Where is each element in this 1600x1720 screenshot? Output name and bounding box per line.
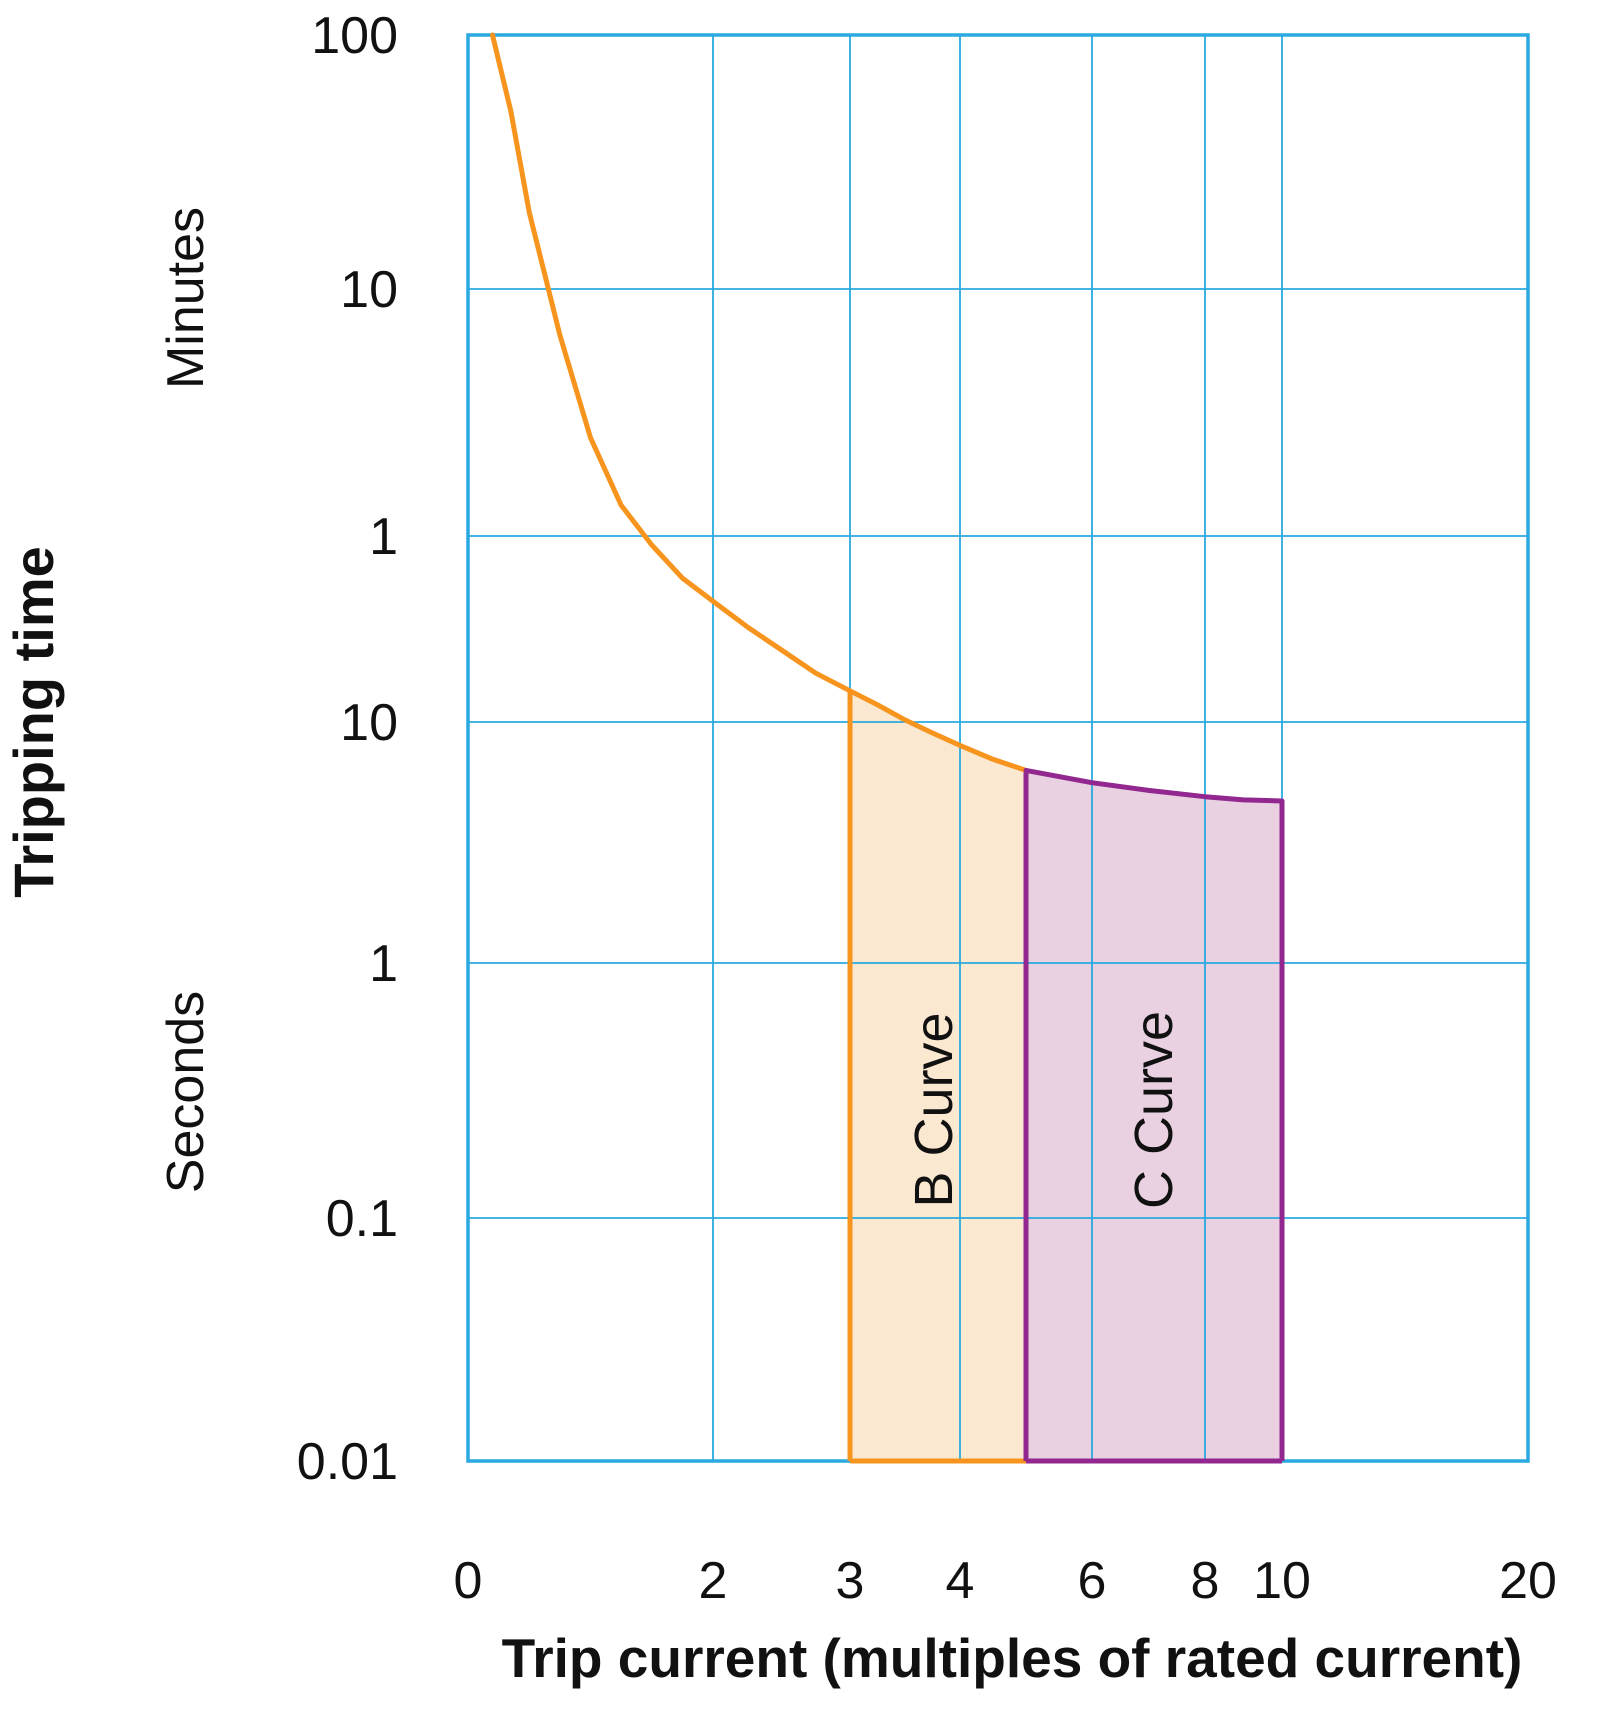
region-label-c-curve: C Curve bbox=[1124, 1011, 1184, 1209]
x-tick-label-8: 8 bbox=[1191, 1552, 1220, 1610]
x-tick-label-3: 3 bbox=[836, 1552, 865, 1610]
y-group-label-seconds: Seconds bbox=[157, 991, 215, 1193]
region-label-b-curve: B Curve bbox=[904, 1012, 964, 1207]
y-tick-label-6: 0.01 bbox=[297, 1433, 398, 1491]
series-line-0 bbox=[490, 32, 1029, 773]
y-group-label-minutes: Minutes bbox=[157, 207, 215, 389]
x-tick-label-2: 2 bbox=[699, 1552, 728, 1610]
x-tick-label-10: 10 bbox=[1253, 1552, 1311, 1610]
y-tick-label-3: 10 bbox=[340, 694, 398, 752]
y-tick-label-1: 10 bbox=[340, 261, 398, 319]
y-tick-label-4: 1 bbox=[369, 935, 398, 993]
y-tick-label-0: 100 bbox=[311, 7, 398, 65]
x-tick-label-4: 4 bbox=[946, 1552, 975, 1610]
x-tick-label-20: 20 bbox=[1499, 1552, 1557, 1610]
series-line-1 bbox=[1023, 767, 1285, 804]
curve-layer bbox=[490, 32, 1285, 1464]
x-axis-label: Trip current (multiples of rated current… bbox=[502, 1627, 1523, 1689]
x-tick-label-6: 6 bbox=[1078, 1552, 1107, 1610]
tick-layer: 0 2 3 4 6 8 10 20 100 10 1 10 1 0.1 0.01 bbox=[297, 7, 1557, 1610]
y-tick-label-2: 1 bbox=[369, 508, 398, 566]
y-axis-label: Tripping time bbox=[2, 546, 65, 898]
region-fill-c-curve bbox=[1026, 770, 1282, 1461]
regions-layer bbox=[850, 690, 1282, 1461]
x-tick-label-0: 0 bbox=[454, 1552, 483, 1610]
y-tick-label-5: 0.1 bbox=[326, 1190, 398, 1248]
region-fill-b-curve bbox=[850, 690, 1026, 1461]
